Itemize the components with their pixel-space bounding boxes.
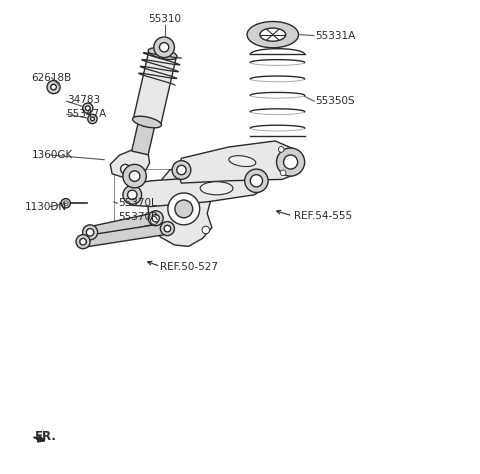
Ellipse shape bbox=[260, 28, 286, 41]
Circle shape bbox=[63, 201, 68, 206]
Circle shape bbox=[85, 106, 90, 110]
Circle shape bbox=[51, 84, 56, 90]
Circle shape bbox=[154, 37, 174, 57]
Circle shape bbox=[129, 171, 140, 182]
Circle shape bbox=[120, 164, 130, 174]
Text: FR.: FR. bbox=[35, 430, 57, 443]
Bar bbox=[113, 169, 191, 228]
Text: REF.54-555: REF.54-555 bbox=[294, 211, 352, 221]
Text: 1130DN: 1130DN bbox=[24, 201, 67, 211]
Text: 62618B: 62618B bbox=[32, 73, 72, 83]
Circle shape bbox=[202, 226, 210, 234]
Ellipse shape bbox=[247, 21, 299, 48]
Text: 55350S: 55350S bbox=[315, 96, 355, 106]
Polygon shape bbox=[148, 167, 212, 246]
Text: 1360GK: 1360GK bbox=[32, 150, 73, 160]
Circle shape bbox=[160, 221, 174, 236]
Circle shape bbox=[148, 211, 163, 226]
Circle shape bbox=[88, 114, 97, 124]
Polygon shape bbox=[132, 118, 156, 155]
Circle shape bbox=[151, 217, 158, 224]
Ellipse shape bbox=[132, 116, 161, 128]
Polygon shape bbox=[82, 223, 168, 247]
Circle shape bbox=[284, 155, 298, 169]
Circle shape bbox=[86, 228, 94, 236]
Text: 55347A: 55347A bbox=[67, 109, 107, 119]
Text: 55331A: 55331A bbox=[315, 30, 355, 41]
Ellipse shape bbox=[168, 193, 200, 225]
Circle shape bbox=[250, 175, 263, 187]
Circle shape bbox=[91, 117, 94, 121]
Circle shape bbox=[178, 166, 185, 174]
Text: 55370R: 55370R bbox=[118, 212, 158, 222]
Circle shape bbox=[76, 235, 90, 249]
Circle shape bbox=[83, 225, 97, 240]
Circle shape bbox=[123, 185, 142, 204]
Polygon shape bbox=[177, 141, 301, 183]
Text: 34783: 34783 bbox=[67, 95, 100, 105]
Circle shape bbox=[172, 161, 191, 179]
Text: 55370L: 55370L bbox=[118, 198, 157, 208]
Circle shape bbox=[83, 103, 93, 113]
Ellipse shape bbox=[175, 200, 192, 218]
Circle shape bbox=[128, 190, 137, 200]
Ellipse shape bbox=[148, 48, 177, 60]
Circle shape bbox=[164, 225, 171, 232]
Polygon shape bbox=[89, 213, 157, 238]
Polygon shape bbox=[133, 51, 176, 125]
Circle shape bbox=[278, 146, 284, 152]
Circle shape bbox=[245, 169, 268, 192]
Circle shape bbox=[159, 43, 169, 52]
Circle shape bbox=[152, 215, 159, 222]
Circle shape bbox=[177, 165, 186, 175]
Circle shape bbox=[280, 170, 286, 176]
Ellipse shape bbox=[200, 182, 233, 195]
Circle shape bbox=[80, 238, 86, 245]
Circle shape bbox=[61, 199, 71, 208]
Circle shape bbox=[123, 164, 146, 188]
Polygon shape bbox=[110, 148, 150, 180]
Circle shape bbox=[276, 148, 305, 176]
Circle shape bbox=[47, 81, 60, 94]
Ellipse shape bbox=[229, 155, 256, 166]
Text: 55310: 55310 bbox=[148, 14, 181, 24]
Polygon shape bbox=[130, 167, 265, 207]
Text: REF.50-527: REF.50-527 bbox=[160, 263, 218, 273]
